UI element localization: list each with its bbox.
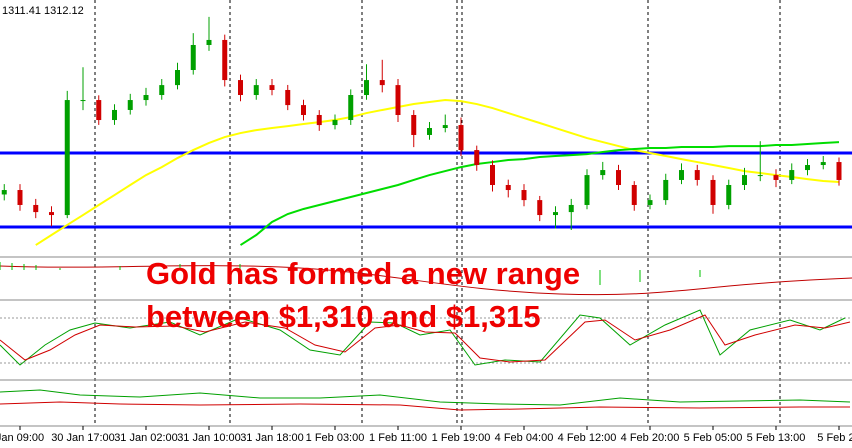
lower-panel [0,389,851,411]
candle-body [694,170,700,180]
candle-body [253,85,259,96]
candle-body [112,109,117,121]
candle-body [458,125,464,151]
candle-body [616,170,621,185]
x-tick-label: Jan 09:00 [0,432,44,444]
candle-body [49,212,54,216]
candle-body [805,165,810,171]
candle-body [663,179,669,201]
x-tick-label: 30 Jan 17:00 [51,432,115,444]
x-tick-label: 5 Feb 21 [817,432,852,444]
candle-body [80,100,86,102]
candle-body [757,175,763,177]
x-tick-label: 1 Feb 19:00 [432,432,491,444]
x-tick-label: 4 Feb 20:00 [621,432,680,444]
period-separators [94,0,781,425]
candle-body [568,204,574,213]
x-tick-label: 5 Feb 05:00 [684,432,743,444]
candle-body [159,85,165,96]
x-tick-label: 31 Jan 10:00 [177,432,241,444]
panel-borders [0,256,852,427]
x-tick-label: 31 Jan 02:00 [114,432,178,444]
candle-body [820,162,826,166]
candle-body [17,190,23,205]
candle-body [742,175,747,185]
annotation: Gold has formed a new range [146,256,580,291]
candle-body [584,175,590,205]
candle-body [710,179,716,205]
candle-body [64,100,70,216]
x-tick-label: 31 Jan 18:00 [240,432,304,444]
candle-body [647,200,653,205]
candle-body [301,105,306,115]
candle-body [773,175,779,180]
candle-body [427,128,432,135]
candle-body [631,184,637,205]
candle-body [206,39,212,45]
candle-body [285,89,291,106]
candle-body [490,165,495,185]
candle-body [175,70,180,86]
x-tick-label: 4 Feb 04:00 [495,432,554,444]
candle-body [411,114,417,135]
candle-body [537,200,543,216]
macd-panel [0,262,852,296]
candle-body [600,170,606,176]
candle-body [442,125,448,129]
candle-body [190,44,196,71]
candle-body [789,170,795,180]
candle-body [679,170,684,180]
candle-body [127,100,133,110]
candle-body [521,190,527,201]
candle-body [836,162,842,180]
candle-body [364,80,369,96]
candle-body [1,190,7,195]
annotation: between $1,310 and $1,315 [146,299,541,334]
moving-average [239,141,840,246]
candle-body [726,184,732,205]
candle-body [96,100,102,121]
stochastic-panel [0,309,852,366]
candle-body [553,212,558,216]
candle-body [222,39,228,81]
candle-body [269,85,275,90]
price-info: 1311.41 1312.12 [2,5,84,17]
candle-body [474,150,480,166]
candle-body [33,204,39,213]
candle-body [238,80,243,96]
x-tick-label: 5 Feb 13:00 [747,432,806,444]
candle-body [316,114,322,126]
candle-body [143,95,149,101]
x-tick-label: 4 Feb 12:00 [558,432,617,444]
candle-body [395,85,401,115]
moving-average [35,99,840,246]
x-tick-label: 1 Feb 11:00 [369,432,427,444]
candle-body [379,80,385,86]
candle-body [505,184,511,191]
candle-body [332,120,338,126]
x-tick-label: 1 Feb 03:00 [306,432,365,444]
candle-body [348,95,354,121]
